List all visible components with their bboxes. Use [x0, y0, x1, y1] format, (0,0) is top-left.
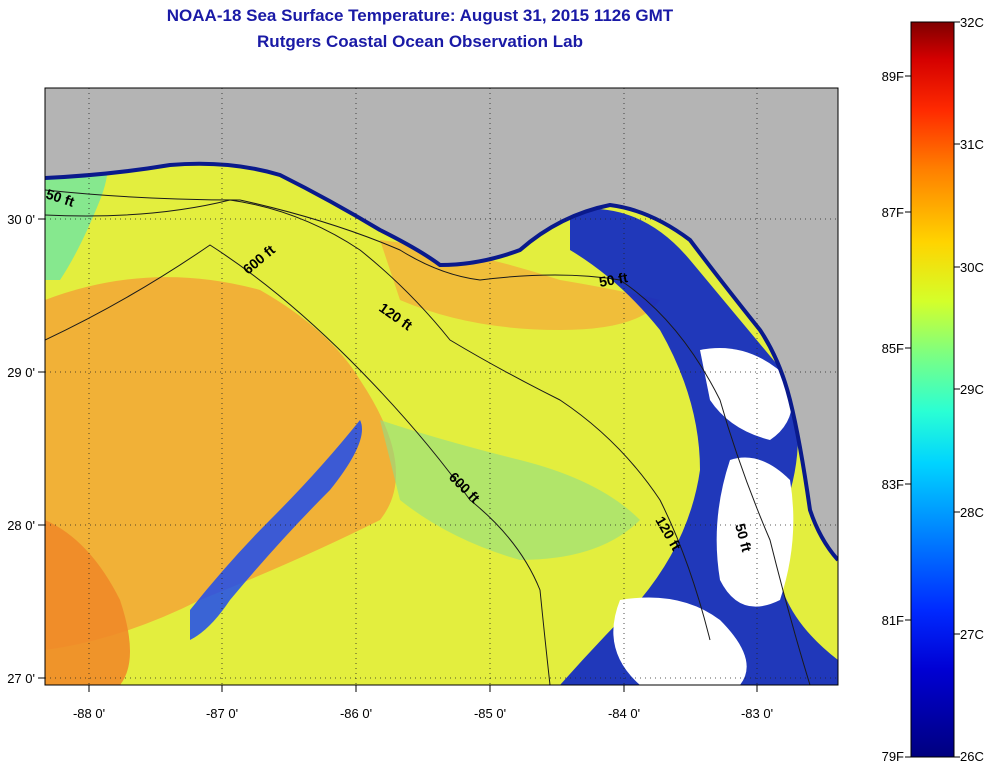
x-tick-label: -86 0'	[340, 706, 372, 721]
x-tick-label: -83 0'	[741, 706, 773, 721]
map-title: NOAA-18 Sea Surface Temperature: August …	[166, 6, 674, 25]
x-tick-label: -87 0'	[206, 706, 238, 721]
isobath-120ft	[45, 199, 711, 641]
contour-label: 50 ft	[732, 522, 755, 554]
fahrenheit-label: 79F	[882, 749, 904, 764]
fahrenheit-label: 81F	[882, 613, 904, 628]
y-tick-label: 30 0'	[7, 212, 35, 227]
warm-water-region-2	[45, 520, 130, 685]
celsius-label: 32C	[960, 15, 984, 30]
cloud-patch	[700, 348, 793, 440]
isobath-600ft	[45, 244, 551, 685]
cloud-patch-2	[716, 457, 794, 607]
cloud-patch-3	[613, 597, 747, 685]
axis-ticks	[38, 218, 758, 692]
blue-filament	[190, 420, 362, 640]
y-tick-label: 29 0'	[7, 365, 35, 380]
graticule	[45, 88, 838, 685]
fahrenheit-label: 85F	[882, 341, 904, 356]
celsius-label: 31C	[960, 137, 984, 152]
x-tick-label: -85 0'	[474, 706, 506, 721]
map-subtitle: Rutgers Coastal Ocean Observation Lab	[257, 32, 583, 51]
celsius-label: 30C	[960, 260, 984, 275]
contour-label: 50 ft	[598, 269, 629, 290]
celsius-label: 27C	[960, 627, 984, 642]
celsius-label: 28C	[960, 505, 984, 520]
map-area: 50 ft 600 ft 120 ft 50 ft 600 ft 120 ft …	[45, 88, 838, 685]
land-mass	[45, 88, 838, 560]
fahrenheit-label: 87F	[882, 205, 904, 220]
celsius-label: 26C	[960, 749, 984, 764]
y-tick-label: 27 0'	[7, 671, 35, 686]
map-frame	[44, 87, 839, 686]
coastline	[45, 161, 838, 562]
warm-water-region	[45, 277, 396, 650]
x-tick-label: -88 0'	[73, 706, 105, 721]
fahrenheit-label: 89F	[882, 69, 904, 84]
y-tick-label: 28 0'	[7, 518, 35, 533]
celsius-label: 29C	[960, 382, 984, 397]
colorbar-gradient	[910, 21, 955, 758]
fahrenheit-label: 83F	[882, 477, 904, 492]
colorbar: 32C 31C 30C 29C 28C 27C 26C 89F 87F 85F …	[882, 15, 984, 764]
x-tick-label: -84 0'	[608, 706, 640, 721]
isobath-50ft	[45, 189, 811, 685]
